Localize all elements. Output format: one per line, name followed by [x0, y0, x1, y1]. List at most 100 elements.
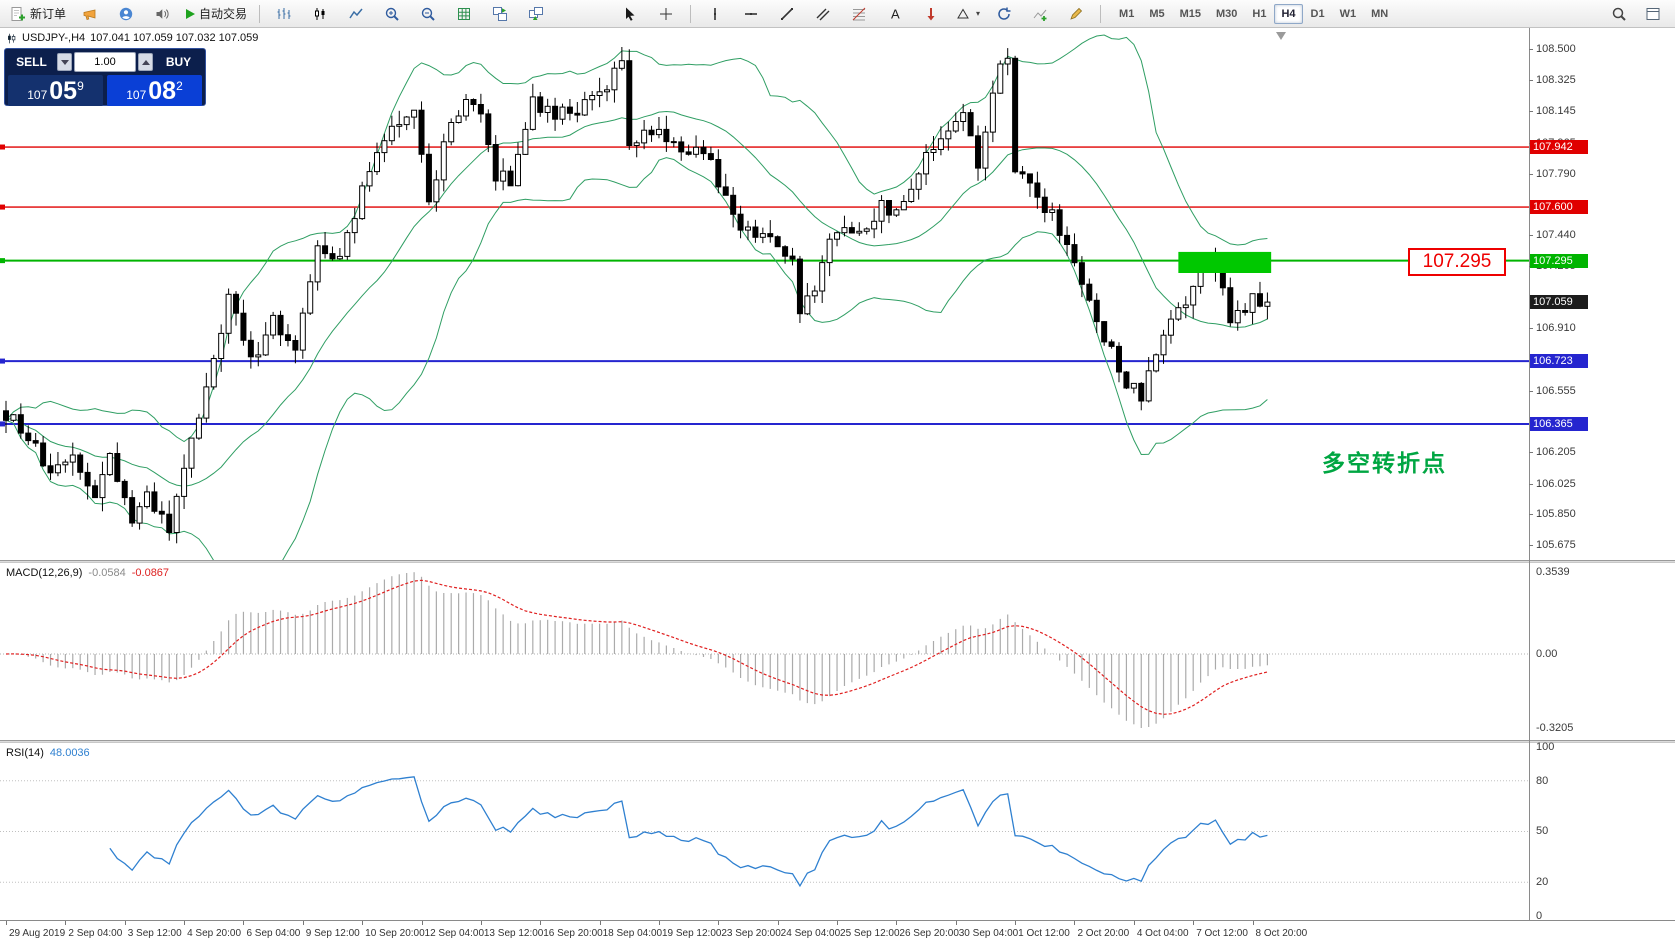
price-tick-label: 106.555: [1536, 384, 1576, 397]
annotation-text[interactable]: 多空转折点: [1322, 450, 1447, 476]
timeframe-h4[interactable]: H4: [1274, 3, 1303, 24]
buy-price-big: 08: [148, 76, 177, 105]
timeframe-m1[interactable]: M1: [1119, 7, 1135, 20]
price-tick-label: 106.205: [1536, 446, 1576, 459]
chevron-down-icon: ▾: [976, 9, 981, 18]
macd-panel[interactable]: [0, 563, 1675, 740]
autotrade-label: 自动交易: [199, 7, 248, 21]
cursor-icon: [626, 7, 635, 21]
candlestick-chart-button[interactable]: [303, 2, 337, 26]
time-tick: [1133, 921, 1135, 925]
tick-mark: [1529, 390, 1533, 392]
macd-title: MACD(12,26,9): [6, 567, 83, 579]
refresh-button[interactable]: [987, 2, 1021, 26]
macd-signal-line: [5, 579, 1268, 715]
sell-header-button[interactable]: SELL: [16, 55, 47, 69]
timeframe-w1[interactable]: W1: [1339, 7, 1357, 20]
objects-button[interactable]: [1059, 2, 1093, 26]
bar-chart-button[interactable]: [267, 2, 301, 26]
tick-mark: [1529, 452, 1533, 454]
chart-shift-marker[interactable]: [1276, 32, 1286, 40]
channel-icon: [816, 8, 830, 20]
price-tick-label: 108.145: [1536, 105, 1576, 118]
sell-price-big: 05: [49, 76, 78, 105]
time-tick: [599, 921, 601, 925]
search-button[interactable]: [1602, 2, 1636, 26]
buy-price-button[interactable]: 107 08 2: [107, 75, 202, 106]
cascade-windows-button[interactable]: [519, 2, 553, 26]
tick-mark: [1529, 111, 1533, 113]
rsi-panel[interactable]: [0, 743, 1675, 920]
cursor-button[interactable]: [613, 2, 647, 26]
time-tick: [6, 921, 7, 925]
time-tick: [124, 921, 126, 925]
crosshair-button[interactable]: [649, 2, 683, 26]
shapes-tool[interactable]: ▾: [950, 2, 985, 26]
news-button[interactable]: [145, 2, 179, 26]
timeframe-d1[interactable]: D1: [1310, 7, 1325, 20]
line-handle[interactable]: [0, 258, 5, 264]
arrow-marker-tool[interactable]: [914, 2, 948, 26]
price-level-label: 107.600: [1530, 200, 1588, 215]
tick-mark: [1529, 545, 1533, 547]
horizontal-line-icon: [745, 12, 758, 15]
play-icon: [186, 8, 196, 19]
toolbar-right-group: [1602, 2, 1670, 26]
cascade-windows-icon: [529, 6, 544, 20]
fibonacci-tool[interactable]: [842, 2, 876, 26]
shapes-icon: [957, 8, 969, 18]
autotrade-button[interactable]: 自动交易: [181, 2, 252, 26]
timeframe-mn[interactable]: MN: [1371, 7, 1389, 20]
candles-chart-icon: [315, 7, 325, 20]
line-handle[interactable]: [0, 144, 5, 150]
main-chart[interactable]: [0, 28, 1675, 560]
zoom-in-button[interactable]: [375, 2, 409, 26]
time-label: 26 Sep 20:00: [899, 928, 959, 939]
timeframe-m30[interactable]: M30: [1216, 7, 1238, 20]
horizontal-line-tool[interactable]: [734, 2, 768, 26]
line-handle[interactable]: [0, 204, 5, 210]
price-scale[interactable]: 108.500108.325108.145107.965107.790107.4…: [0, 28, 1675, 922]
volume-down-button[interactable]: [57, 53, 72, 71]
panel-divider[interactable]: [0, 740, 1675, 743]
rsi-value: 48.0036: [49, 747, 90, 759]
grid-button[interactable]: [447, 2, 481, 26]
price-callout[interactable]: 107.295: [1408, 248, 1506, 276]
fibonacci-icon: [852, 7, 866, 20]
sell-price-button[interactable]: 107 05 9: [8, 75, 103, 106]
vertical-line-tool[interactable]: [698, 2, 732, 26]
alerts-button[interactable]: [73, 2, 107, 26]
buy-header-button[interactable]: BUY: [165, 55, 192, 69]
time-label: 13 Sep 12:00: [483, 928, 544, 939]
text-tool[interactable]: A: [878, 2, 912, 26]
line-handle[interactable]: [0, 358, 5, 364]
time-label: 3 Sep 12:00: [127, 928, 182, 939]
time-tick: [1015, 921, 1017, 925]
line-handle[interactable]: [0, 421, 5, 427]
volume-up-button[interactable]: [138, 53, 153, 71]
community-button[interactable]: [109, 2, 143, 26]
trendline-tool[interactable]: [770, 2, 804, 26]
price-tick-label: 105.850: [1536, 508, 1576, 521]
indicators-icon: [1033, 9, 1047, 21]
timeframe-h1[interactable]: H1: [1252, 7, 1267, 20]
time-scale[interactable]: 29 Aug 2019 2 Sep 04:00 3 Sep 12:00 4 Sep 2…: [0, 920, 1675, 944]
tick-mark: [1529, 328, 1533, 330]
rsi-title: RSI(14): [6, 747, 44, 759]
indicators-button[interactable]: [1023, 2, 1057, 26]
line-chart-button[interactable]: [339, 2, 373, 26]
panel-divider[interactable]: [0, 560, 1675, 563]
zoom-out-button[interactable]: [411, 2, 445, 26]
macd-label: MACD(12,26,9) -0.0584 -0.0867: [6, 567, 169, 579]
timeframe-m5[interactable]: M5: [1149, 7, 1165, 20]
highlight-rectangle[interactable]: [1178, 251, 1272, 273]
channel-tool[interactable]: [806, 2, 840, 26]
tile-windows-button[interactable]: [483, 2, 517, 26]
new-order-button[interactable]: 新订单: [5, 2, 71, 26]
volume-input[interactable]: [74, 52, 136, 72]
time-label: 7 Oct 12:00: [1196, 928, 1248, 939]
chart-window[interactable]: USDJPY-,H4 107.041 107.059 107.032 107.0…: [0, 28, 1675, 952]
price-tick-label: 106.025: [1536, 477, 1576, 490]
timeframe-m15[interactable]: M15: [1179, 7, 1202, 20]
layout-button[interactable]: [1636, 2, 1670, 26]
